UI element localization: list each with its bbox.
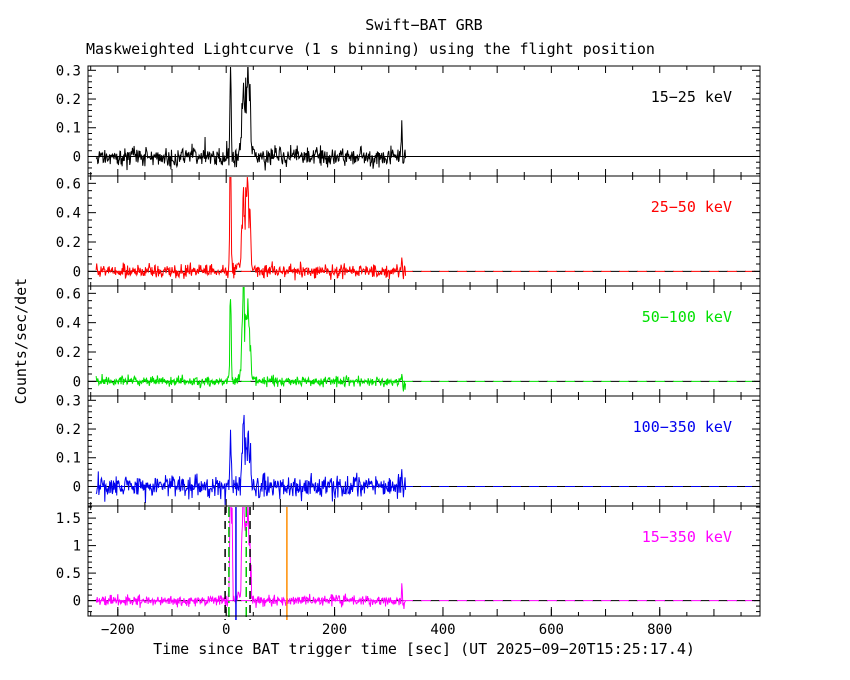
figure-title: Swift−BAT GRB [365,16,483,34]
x-tick-label: 600 [539,622,564,638]
y-tick-label: 0.1 [56,121,81,137]
x-tick-label: 400 [430,622,455,638]
lightcurve-50-100keV [95,287,407,392]
y-tick-label: 0.2 [56,92,81,108]
y-tick-label: 0.6 [56,286,81,302]
y-tick-label: 0 [73,594,81,610]
y-tick-label: 0.1 [56,451,81,467]
y-tick-label: 1 [73,539,81,555]
y-tick-label: 1.5 [56,511,81,527]
x-tick-label: 0 [222,622,230,638]
figure-subtitle: Maskweighted Lightcurve (1 s binning) us… [86,40,655,58]
y-tick-label: 0.4 [56,206,81,222]
panel-label-15-25keV: 15−25 keV [651,88,732,106]
panel-label-25-50keV: 25−50 keV [651,198,732,216]
y-tick-label: 0 [73,264,81,280]
y-tick-label: 0.2 [56,422,81,438]
y-tick-label: 0.3 [56,63,81,79]
panel-label-50-100keV: 50−100 keV [642,308,732,326]
y-tick-label: 0 [73,479,81,495]
y-tick-label: 0 [73,374,81,390]
y-tick-label: 0.2 [56,235,81,251]
x-tick-label: 200 [322,622,347,638]
panel-label-100-350keV: 100−350 keV [633,418,732,436]
y-tick-label: 0.5 [56,566,81,582]
x-axis-title: Time since BAT trigger time [sec] (UT 20… [153,640,695,658]
y-tick-label: 0.6 [56,176,81,192]
panel-label-15-350keV: 15−350 keV [642,528,732,546]
x-tick-label: 800 [647,622,672,638]
y-tick-label: 0 [73,149,81,165]
y-tick-label: 0.2 [56,345,81,361]
y-tick-label: 0.4 [56,316,81,332]
y-tick-label: 0.3 [56,393,81,409]
lightcurve-100-350keV [95,414,407,505]
plot-frame [87,65,761,617]
x-tick-label: −200 [101,622,135,638]
lightcurve-15-25keV [95,67,407,171]
lightcurve-15-350keV [95,507,407,610]
lightcurve-25-50keV [95,177,407,281]
